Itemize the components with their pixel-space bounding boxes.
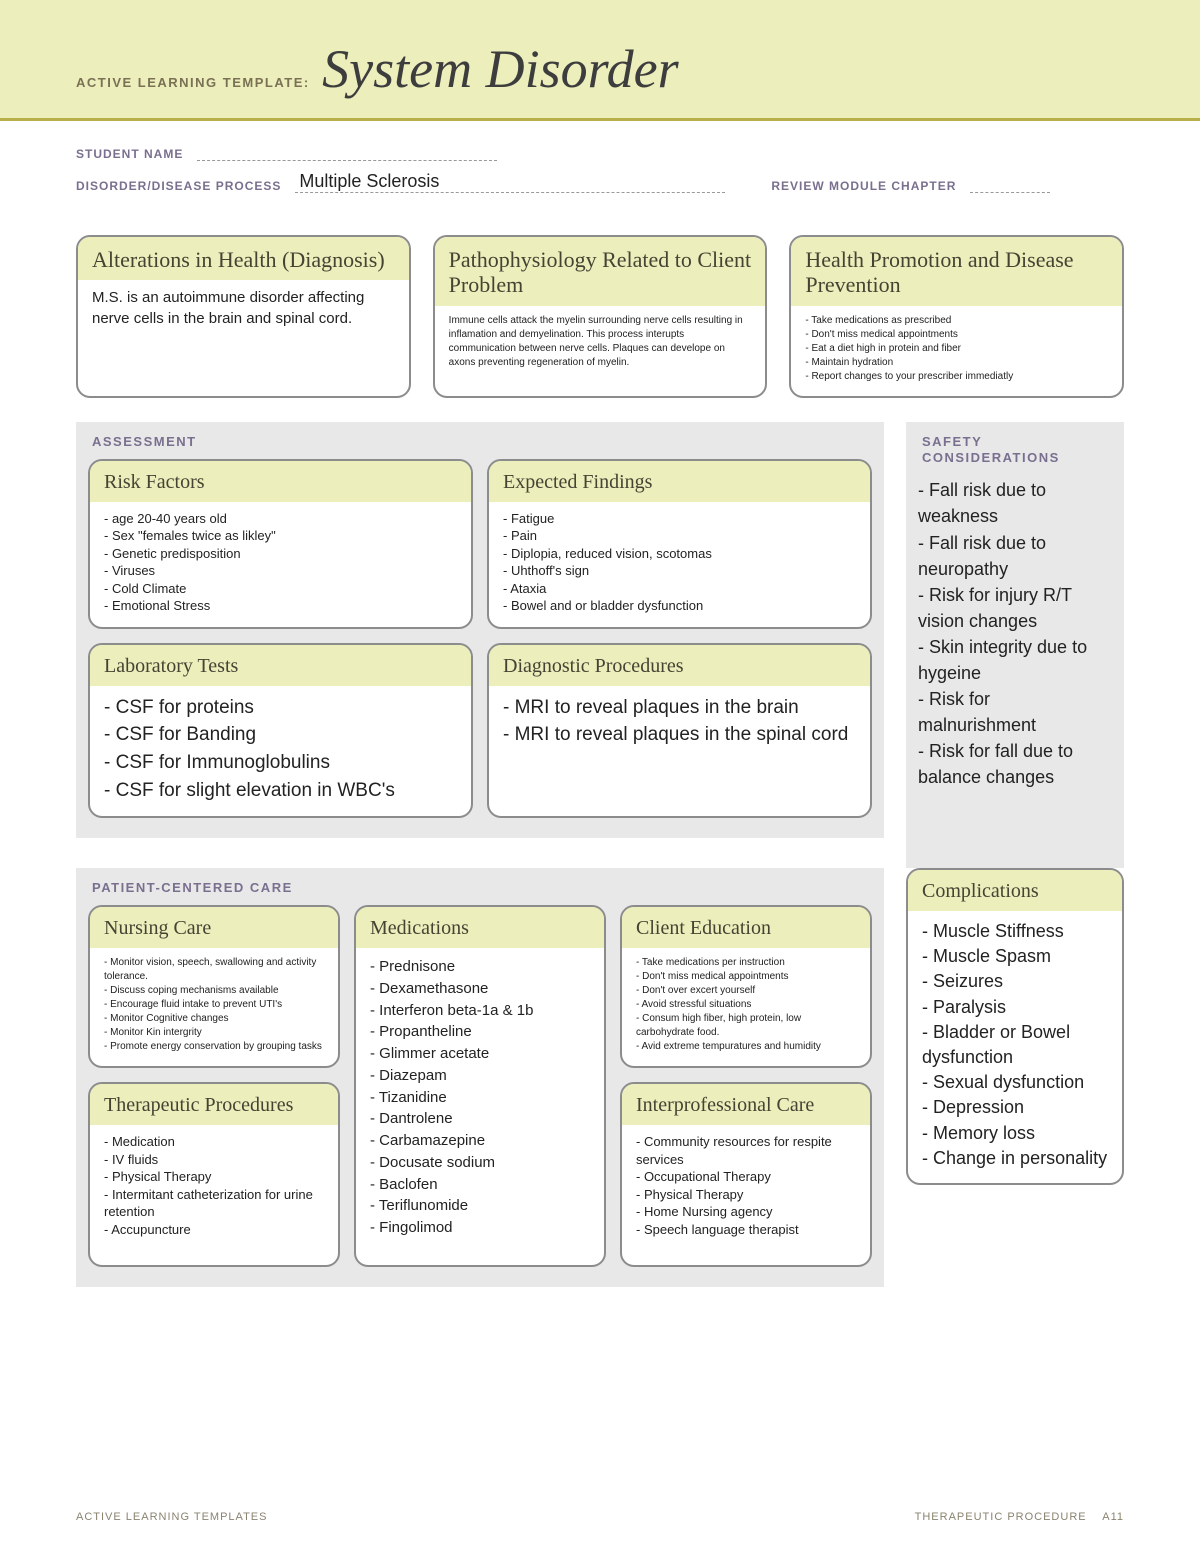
- interprofessional-care-title: Interprofessional Care: [622, 1084, 870, 1125]
- student-name-line: [197, 143, 497, 161]
- meta-block: STUDENT NAME DISORDER/DISEASE PROCESS Mu…: [0, 121, 1200, 215]
- diagnostic-procedures-title: Diagnostic Procedures: [489, 645, 870, 686]
- footer-page-number: A11: [1102, 1511, 1124, 1523]
- therapeutic-procedures-body: - Medication - IV fluids - Physical Ther…: [90, 1125, 338, 1265]
- patho-box: Pathophysiology Related to Client Proble…: [433, 235, 768, 398]
- student-name-label: STUDENT NAME: [76, 147, 183, 161]
- footer: ACTIVE LEARNING TEMPLATES THERAPEUTIC PR…: [76, 1511, 1124, 1523]
- interprofessional-care-body: - Community resources for respite servic…: [622, 1125, 870, 1265]
- risk-factors-title: Risk Factors: [90, 461, 471, 502]
- complications-title: Complications: [908, 870, 1122, 911]
- pcc-section: PATIENT-CENTERED CARE Nursing Care - Mon…: [76, 868, 884, 1287]
- pcc-complications-row: PATIENT-CENTERED CARE Nursing Care - Mon…: [76, 868, 1124, 1317]
- alterations-box: Alterations in Health (Diagnosis) M.S. i…: [76, 235, 411, 398]
- medications-box: Medications - Prednisone - Dexamethasone…: [354, 905, 606, 1267]
- risk-factors-body: - age 20-40 years old - Sex "females twi…: [90, 502, 471, 627]
- lab-tests-box: Laboratory Tests - CSF for proteins - CS…: [88, 643, 473, 818]
- banner: ACTIVE LEARNING TEMPLATE: System Disorde…: [0, 0, 1200, 121]
- assessment-section: ASSESSMENT Risk Factors - age 20-40 year…: [76, 422, 884, 838]
- banner-label: ACTIVE LEARNING TEMPLATE:: [76, 75, 310, 90]
- alterations-title: Alterations in Health (Diagnosis): [78, 237, 409, 280]
- footer-right: THERAPEUTIC PROCEDURE A11: [915, 1511, 1124, 1523]
- diagnostic-procedures-body: - MRI to reveal plaques in the brain - M…: [489, 686, 870, 806]
- medications-body: - Prednisone - Dexamethasone - Interfero…: [356, 948, 604, 1251]
- banner-title: System Disorder: [322, 38, 678, 100]
- footer-left: ACTIVE LEARNING TEMPLATES: [76, 1511, 267, 1523]
- review-chapter-line: [970, 175, 1050, 193]
- nursing-care-title: Nursing Care: [90, 907, 338, 948]
- top-row: Alterations in Health (Diagnosis) M.S. i…: [76, 235, 1124, 398]
- disorder-value: Multiple Sclerosis: [295, 171, 725, 193]
- safety-section: SAFETY CONSIDERATIONS - Fall risk due to…: [906, 422, 1124, 868]
- footer-right-text: THERAPEUTIC PROCEDURE: [915, 1511, 1087, 1523]
- safety-body: - Fall risk due to weakness - Fall risk …: [918, 477, 1112, 790]
- client-education-box: Client Education - Take medications per …: [620, 905, 872, 1068]
- medications-title: Medications: [356, 907, 604, 948]
- interprofessional-care-box: Interprofessional Care - Community resou…: [620, 1082, 872, 1267]
- alterations-body: M.S. is an autoimmune disorder affecting…: [78, 280, 409, 341]
- lab-tests-title: Laboratory Tests: [90, 645, 471, 686]
- health-promo-body: - Take medications as prescribed - Don't…: [791, 306, 1122, 396]
- nursing-care-body: - Monitor vision, speech, swallowing and…: [90, 948, 338, 1066]
- client-education-body: - Take medications per instruction - Don…: [622, 948, 870, 1066]
- assessment-section-title: ASSESSMENT: [92, 434, 872, 449]
- health-promo-box: Health Promotion and Disease Prevention …: [789, 235, 1124, 398]
- review-chapter-label: REVIEW MODULE CHAPTER: [771, 179, 956, 193]
- complications-box: Complications - Muscle Stiffness - Muscl…: [906, 868, 1124, 1185]
- expected-findings-title: Expected Findings: [489, 461, 870, 502]
- expected-findings-body: - Fatigue - Pain - Diplopia, reduced vis…: [489, 502, 870, 627]
- nursing-care-box: Nursing Care - Monitor vision, speech, s…: [88, 905, 340, 1068]
- diagnostic-procedures-box: Diagnostic Procedures - MRI to reveal pl…: [487, 643, 872, 818]
- complications-body: - Muscle Stiffness - Muscle Spasm - Seiz…: [908, 911, 1122, 1183]
- risk-factors-box: Risk Factors - age 20-40 years old - Sex…: [88, 459, 473, 629]
- pcc-section-title: PATIENT-CENTERED CARE: [92, 880, 872, 895]
- expected-findings-box: Expected Findings - Fatigue - Pain - Dip…: [487, 459, 872, 629]
- client-education-title: Client Education: [622, 907, 870, 948]
- patho-body: Immune cells attack the myelin surroundi…: [435, 306, 766, 382]
- safety-section-title: SAFETY CONSIDERATIONS: [922, 434, 1112, 468]
- therapeutic-procedures-title: Therapeutic Procedures: [90, 1084, 338, 1125]
- therapeutic-procedures-box: Therapeutic Procedures - Medication - IV…: [88, 1082, 340, 1267]
- disorder-label: DISORDER/DISEASE PROCESS: [76, 179, 281, 193]
- page: ACTIVE LEARNING TEMPLATE: System Disorde…: [0, 0, 1200, 1553]
- patho-title: Pathophysiology Related to Client Proble…: [435, 237, 766, 306]
- assessment-safety-row: ASSESSMENT Risk Factors - age 20-40 year…: [76, 422, 1124, 868]
- lab-tests-body: - CSF for proteins - CSF for Banding - C…: [90, 686, 471, 816]
- health-promo-title: Health Promotion and Disease Prevention: [791, 237, 1122, 306]
- content: Alterations in Health (Diagnosis) M.S. i…: [0, 215, 1200, 1337]
